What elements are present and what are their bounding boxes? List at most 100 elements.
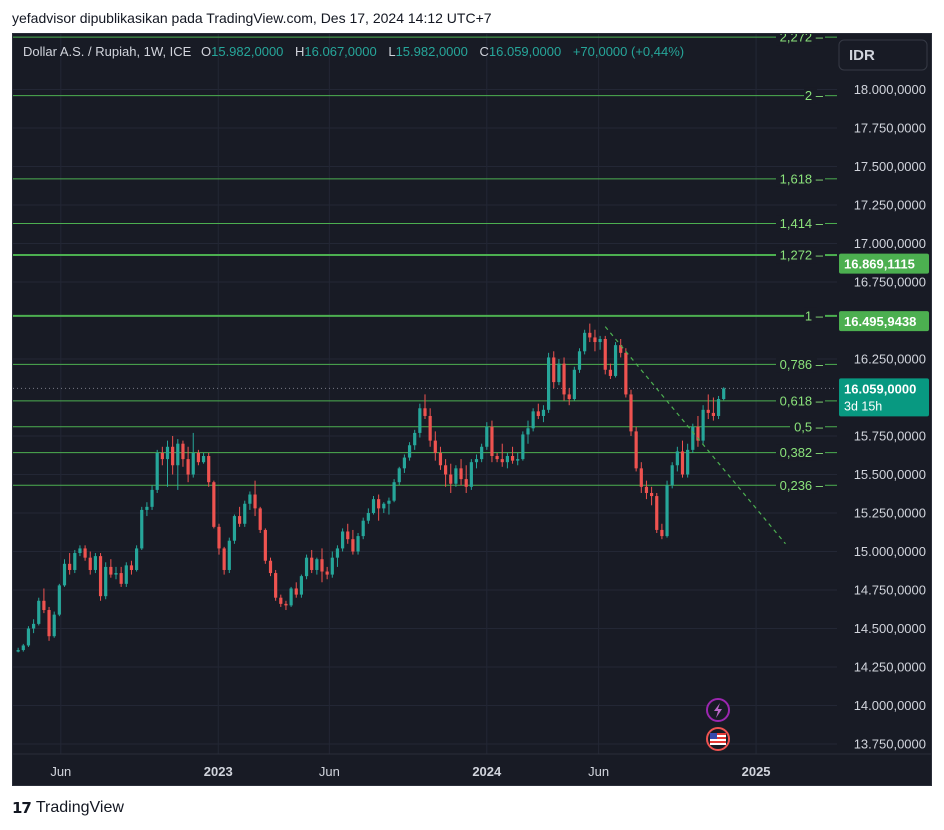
- candle-body: [464, 479, 468, 487]
- candle-body: [207, 456, 211, 483]
- y-tick-label: 15.000,0000: [854, 544, 926, 559]
- candle-body: [433, 440, 437, 453]
- candle-body: [315, 559, 319, 570]
- candle-body: [397, 468, 401, 483]
- candle-body: [711, 412, 715, 416]
- candle-body: [619, 345, 623, 353]
- legend-low-value: 15.982,0000: [396, 44, 468, 59]
- candle-body: [21, 645, 25, 651]
- candle-body: [454, 468, 458, 484]
- legend-high-value: 16.067,0000: [304, 44, 376, 59]
- candle-body: [567, 394, 571, 400]
- candle-body: [423, 408, 427, 416]
- us-flag-icon[interactable]: [706, 727, 730, 751]
- candle-body: [624, 352, 628, 395]
- candle-body: [83, 548, 87, 558]
- candle-body: [675, 451, 679, 466]
- y-tick-label: 17.250,0000: [854, 198, 926, 213]
- fib-level-label: 0,236 –: [780, 478, 824, 493]
- candle-body: [341, 531, 345, 549]
- candle-body: [588, 332, 592, 338]
- grid-layer: [13, 34, 837, 754]
- currency-button[interactable]: IDR: [838, 39, 928, 71]
- price-marker-countdown: 3d 15h: [844, 399, 882, 413]
- legend-row: Dollar A.S. / Rupiah, 1W, ICE O15.982,00…: [23, 44, 684, 59]
- candle-body: [26, 628, 31, 646]
- candle-body: [299, 576, 303, 595]
- y-tick-label: 14.500,0000: [854, 621, 926, 636]
- candle-body: [428, 415, 432, 441]
- candle-body: [603, 338, 607, 370]
- fib-label-background: [776, 477, 817, 494]
- candle-body: [217, 526, 221, 549]
- candle-body: [196, 452, 200, 463]
- candle-body: [577, 351, 582, 370]
- fib-level-label: 0,5 –: [794, 419, 824, 434]
- candle-body: [371, 499, 376, 513]
- candlesticks: [16, 323, 726, 653]
- candle-body: [284, 603, 288, 606]
- candle-body: [485, 426, 489, 447]
- candle-body: [696, 426, 700, 441]
- candle-body: [248, 494, 252, 504]
- y-tick-label: 13.750,0000: [854, 737, 926, 752]
- trend-line: [604, 326, 786, 545]
- y-tick-label: 17.000,0000: [854, 236, 926, 251]
- candle-body: [227, 540, 231, 570]
- fib-level-label: 1,618 –: [780, 171, 824, 186]
- candle-body: [304, 557, 309, 577]
- legend-low-label: L: [388, 44, 395, 59]
- candle-body: [665, 485, 669, 537]
- candle-body: [37, 600, 41, 624]
- candle-body: [268, 560, 273, 574]
- candle-body: [191, 452, 195, 475]
- candle-body: [686, 449, 690, 475]
- lightning-icon[interactable]: [706, 698, 730, 722]
- legend-open-value: 15.982,0000: [211, 44, 283, 59]
- candle-body: [583, 332, 587, 352]
- candle-body: [361, 520, 365, 537]
- candle-body: [263, 529, 267, 561]
- candle-body: [407, 445, 412, 458]
- candle-body: [68, 563, 72, 570]
- candle-body: [320, 559, 324, 572]
- publisher-line: yefadvisor dipublikasikan pada TradingVi…: [12, 10, 492, 26]
- candle-body: [243, 503, 247, 524]
- candle-body: [722, 388, 726, 400]
- tradingview-logo[interactable]: 17 TradingView: [12, 799, 124, 817]
- candle-body: [598, 338, 602, 343]
- y-tick-label: 17.750,0000: [854, 121, 926, 136]
- legend-close-value: 16.059,0000: [489, 44, 561, 59]
- candle-body: [16, 650, 20, 652]
- candle-body: [119, 573, 123, 584]
- candle-body: [232, 516, 237, 541]
- candle-body: [294, 588, 298, 595]
- fib-label-background: [776, 215, 817, 232]
- price-marker-box: [839, 253, 929, 274]
- fib-level-label: 2,272 –: [780, 34, 824, 45]
- fib-label-background: [804, 87, 817, 104]
- candle-body: [258, 508, 262, 530]
- candle-body: [526, 428, 530, 435]
- y-tick-label: 17.500,0000: [854, 159, 926, 174]
- candle-body: [382, 503, 386, 509]
- fib-level-label: 2 –: [805, 88, 824, 103]
- candle-body: [310, 557, 314, 570]
- chart-frame[interactable]: 2,272 – 2 – 1,618 – 1,414 – 1,272 – 1 – 0,786 …: [12, 33, 932, 786]
- fib-level-label: 1,272 –: [780, 248, 824, 263]
- candle-body: [716, 399, 721, 416]
- candle-body: [181, 443, 185, 460]
- candle-body: [335, 548, 340, 558]
- candle-body: [222, 548, 226, 570]
- candle-body: [547, 357, 551, 410]
- candle-body: [114, 573, 118, 575]
- legend-close-label: C: [480, 44, 489, 59]
- candle-body: [670, 465, 674, 486]
- candle-body: [351, 539, 355, 552]
- candle-body: [655, 496, 659, 530]
- y-tick-label: 14.250,0000: [854, 660, 926, 675]
- fibonacci-levels: 2,272 – 2 – 1,618 – 1,414 – 1,272 – 1 – 0,786 …: [13, 34, 837, 494]
- candle-body: [572, 369, 576, 400]
- candle-body: [474, 459, 479, 463]
- price-chart[interactable]: 2,272 – 2 – 1,618 – 1,414 – 1,272 – 1 – 0,786 …: [13, 34, 932, 786]
